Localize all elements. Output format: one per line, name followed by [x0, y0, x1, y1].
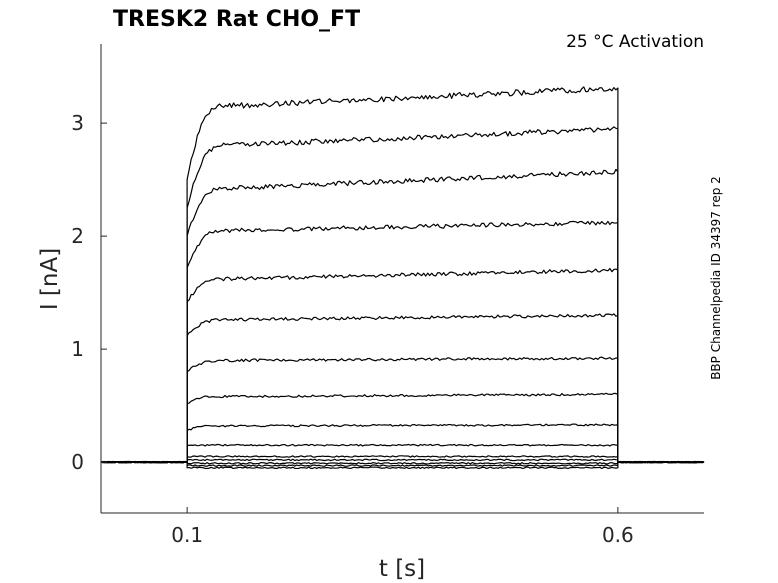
x-tick-label: 0.6: [602, 523, 634, 547]
current-trace: [100, 267, 705, 464]
y-tick-label: 0: [71, 450, 84, 474]
chart-annotation: 25 °C Activation: [566, 32, 704, 52]
y-tick-label: 3: [71, 111, 84, 135]
current-trace: [100, 460, 705, 470]
y-tick-label: 2: [71, 224, 84, 248]
current-trace: [100, 356, 705, 464]
y-tick-label: 1: [71, 337, 84, 361]
current-trace: [100, 458, 705, 464]
current-trace: [100, 460, 705, 467]
x-axis-label: t [s]: [379, 556, 425, 582]
y-tick-group: 0 1 2 3: [71, 111, 107, 474]
current-trace: [100, 392, 705, 464]
current-trace: [100, 220, 705, 464]
current-trace: [100, 455, 705, 464]
y-axis-label: I [nA]: [37, 248, 63, 310]
current-trace: [100, 168, 705, 464]
current-trace: [100, 86, 705, 464]
current-trace: [100, 313, 705, 464]
current-trace: [100, 423, 705, 464]
x-tick-group: 0.1 0.6: [171, 507, 634, 547]
side-label: BBP Channelpedia ID 34397 rep 2: [709, 176, 723, 380]
current-trace: [100, 460, 705, 465]
current-trace: [100, 443, 705, 464]
trace-group: [100, 86, 705, 470]
chart-title: TRESK2 Rat CHO_FT: [113, 7, 360, 32]
current-trace: [100, 126, 705, 464]
x-tick-label: 0.1: [171, 523, 203, 547]
